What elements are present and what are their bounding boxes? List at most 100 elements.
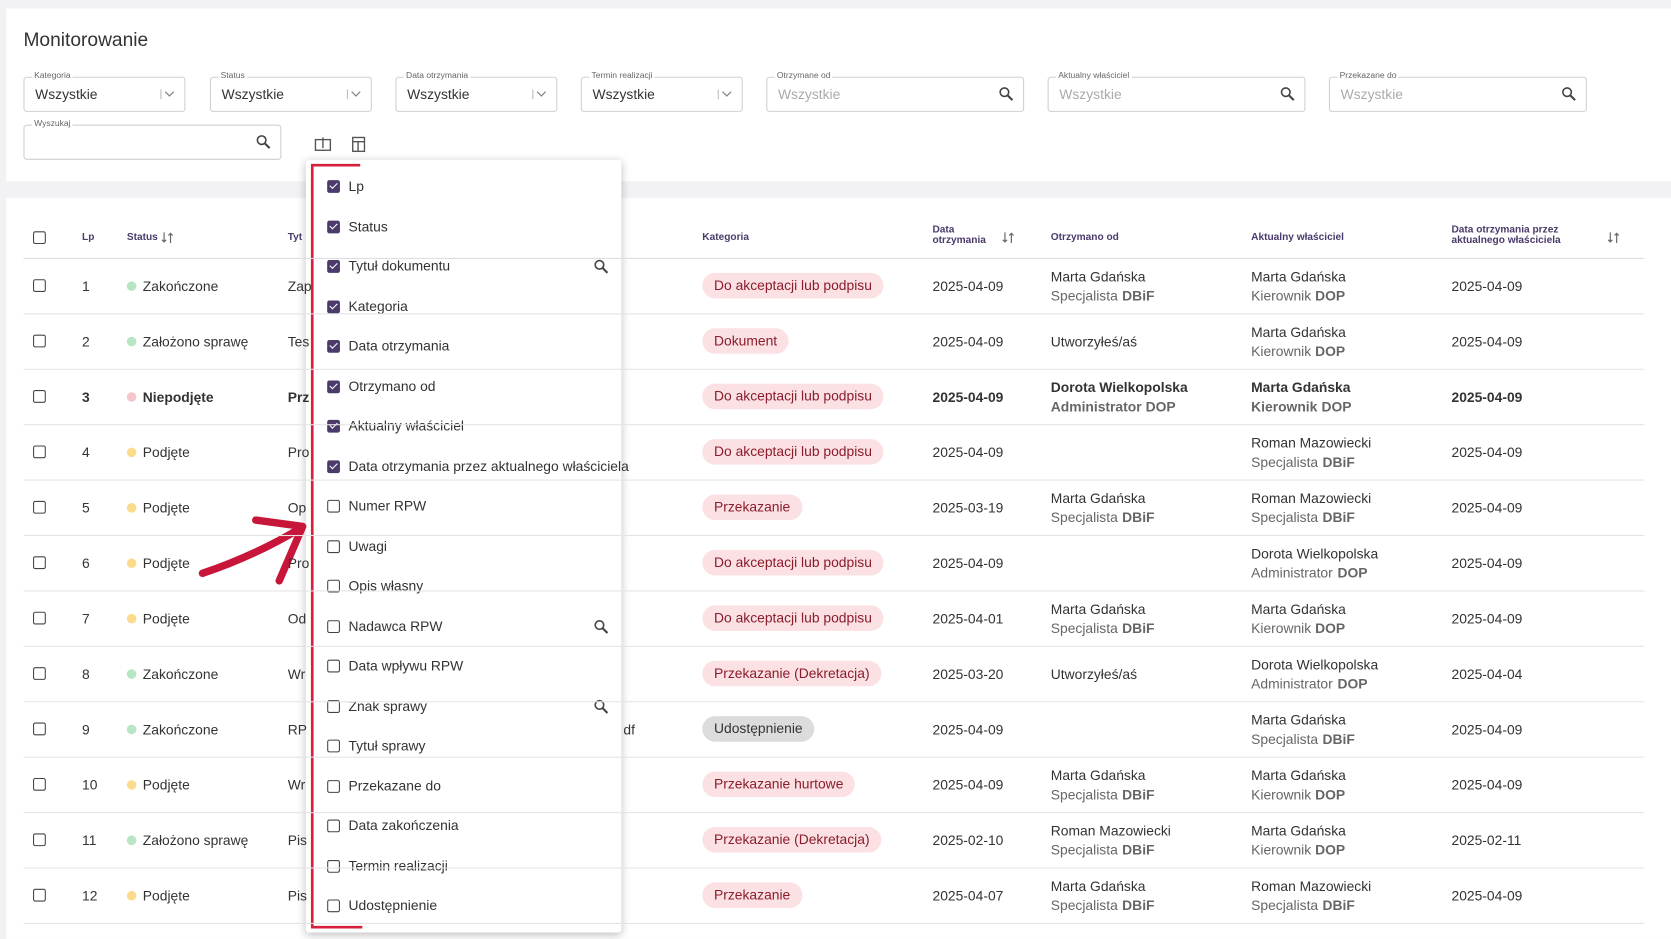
chevron-icon [160, 89, 175, 100]
menu-checkbox[interactable] [327, 819, 340, 833]
menu-label[interactable]: Nadawca RPW [348, 617, 443, 634]
filter-input[interactable] [23, 76, 186, 112]
menu-label[interactable]: Tytuł dokumentu [348, 257, 451, 274]
menu-label[interactable]: Uwagi [348, 537, 387, 554]
menu-checkbox[interactable] [327, 619, 340, 633]
menu-label[interactable]: Data wpływu RPW [348, 657, 464, 674]
select-all-checkbox[interactable] [33, 231, 46, 245]
person-role: Administrator [1251, 675, 1333, 692]
filter-input[interactable] [580, 76, 743, 112]
row-status: Założono sprawę [142, 333, 249, 350]
row-status: Podjęte [142, 887, 190, 904]
column-header[interactable]: Status [126, 231, 158, 243]
menu-checkbox[interactable] [327, 779, 340, 793]
person-name: Marta Gdańska [1050, 490, 1146, 507]
menu-checkbox[interactable] [327, 899, 340, 913]
category-pill: Przekazanie [702, 882, 802, 908]
menu-label[interactable]: Otrzymano od [348, 377, 436, 394]
menu-label[interactable]: Termin realizacji [348, 857, 448, 874]
row-checkbox[interactable] [33, 445, 46, 459]
menu-label[interactable]: Tytuł sprawy [348, 737, 426, 754]
row-date: 2025-04-09 [932, 333, 1004, 350]
column-header[interactable]: Data otrzymania przez aktualnego właścic… [1451, 223, 1561, 247]
row-status: Zakończone [142, 721, 219, 738]
menu-checkbox[interactable] [327, 459, 340, 473]
menu-label[interactable]: Data zakończenia [348, 817, 459, 834]
filter-input[interactable] [1328, 76, 1587, 112]
row-checkbox[interactable] [33, 777, 46, 791]
person-role: Specjalista [1251, 453, 1319, 470]
row-title: Wr [287, 666, 306, 683]
filter-input[interactable] [395, 76, 558, 112]
menu-checkbox[interactable] [327, 299, 340, 313]
column-header: Aktualny właściciel [1251, 231, 1344, 243]
menu-checkbox[interactable] [327, 539, 340, 553]
header-divider [23, 257, 1645, 259]
menu-label[interactable]: Numer RPW [348, 497, 427, 514]
menu-checkbox[interactable] [327, 220, 340, 233]
person-name: Marta Gdańska [1251, 822, 1346, 839]
row-date: 2025-04-09 [932, 776, 1004, 793]
person-role: Kierownik [1251, 343, 1312, 360]
row-status: Założono sprawę [142, 832, 249, 849]
menu-label[interactable]: Lp [348, 177, 364, 194]
person-name: Marta Gdańska [1251, 601, 1346, 618]
menu-label[interactable]: Data otrzymania przez aktualnego właścic… [348, 457, 629, 474]
menu-checkbox[interactable] [327, 499, 340, 513]
row-checkbox[interactable] [33, 833, 46, 847]
row-title: Prz [287, 388, 310, 405]
filter-input[interactable] [1047, 76, 1306, 112]
row-status: Podjęte [142, 555, 190, 572]
menu-label[interactable]: Przekazane do [348, 777, 441, 794]
row-checkbox[interactable] [33, 722, 46, 736]
menu-checkbox[interactable] [327, 699, 340, 713]
search-icon [1280, 87, 1295, 101]
person-name: Utworzyłeś/aś [1050, 666, 1138, 683]
filter-input[interactable] [23, 124, 282, 160]
person-role: Kierownik [1251, 786, 1312, 803]
row-lp: 5 [82, 499, 90, 516]
category-pill: Do akceptacji lub podpisu [702, 439, 884, 465]
filter-label: Aktualny właściciel [1056, 70, 1132, 80]
column-header[interactable]: Data otrzymania [932, 223, 986, 247]
menu-checkbox[interactable] [327, 260, 340, 273]
filter-placeholder: Wszystkie [777, 86, 841, 103]
row-status: Podjęte [142, 499, 190, 516]
person-role: Specjalista [1050, 897, 1118, 914]
menu-checkbox[interactable] [327, 579, 340, 593]
filter-input[interactable] [766, 76, 1025, 112]
search-icon [1562, 87, 1576, 101]
menu-label[interactable]: Status [348, 217, 388, 234]
menu-label[interactable]: Kategoria [348, 297, 408, 314]
row-checkbox[interactable] [33, 390, 46, 403]
filter-input[interactable] [209, 76, 372, 112]
row-checkbox[interactable] [33, 611, 46, 625]
menu-checkbox[interactable] [327, 419, 340, 433]
row-checkbox[interactable] [33, 500, 46, 514]
menu-checkbox[interactable] [327, 339, 340, 353]
menu-label[interactable]: Aktualny właściciel [348, 417, 464, 434]
menu-checkbox[interactable] [327, 859, 340, 873]
row-checkbox[interactable] [33, 888, 46, 902]
menu-checkbox[interactable] [327, 659, 340, 673]
person-unit: DOP [1315, 786, 1346, 803]
row-checkbox[interactable] [33, 667, 46, 680]
person-unit: DOP [1321, 398, 1352, 415]
menu-checkbox[interactable] [327, 379, 340, 393]
column-header: Kategoria [702, 231, 750, 243]
row-date: 2025-04-01 [932, 610, 1004, 627]
category-pill: Przekazanie [702, 494, 802, 521]
menu-checkbox[interactable] [327, 180, 340, 193]
person-role: Specjalista [1050, 509, 1118, 526]
menu-label[interactable]: Udostępnienie [348, 897, 438, 914]
menu-label[interactable]: Opis własny [348, 577, 424, 594]
menu-checkbox[interactable] [327, 739, 340, 753]
row-lp: 6 [82, 555, 90, 572]
menu-label[interactable]: Data otrzymania [348, 337, 450, 354]
person-name: Marta Gdańska [1251, 323, 1346, 340]
chevron-icon [532, 89, 547, 100]
category-pill: Przekazanie hurtowe [702, 771, 856, 798]
row-checkbox[interactable] [33, 556, 46, 570]
row-checkbox[interactable] [33, 279, 46, 293]
row-checkbox[interactable] [33, 334, 46, 348]
